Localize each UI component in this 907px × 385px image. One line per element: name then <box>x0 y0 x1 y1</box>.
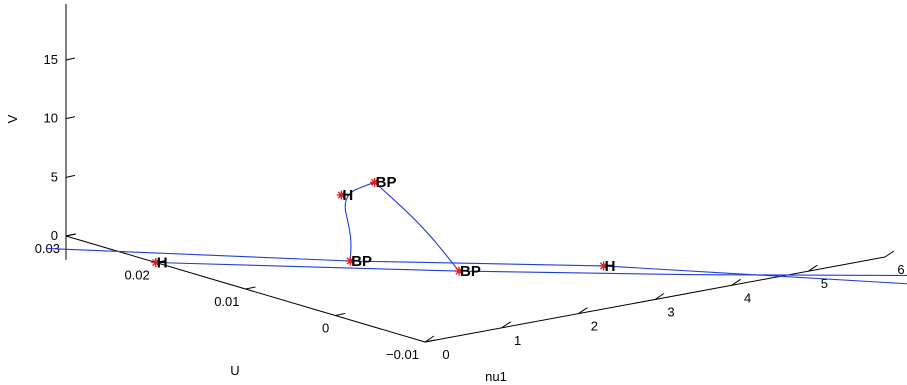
z-tick-label: 0 <box>51 228 58 243</box>
special-point-label: H <box>342 187 353 204</box>
z-axis-label: V <box>5 114 20 123</box>
x-tick <box>424 335 435 343</box>
special-point-label: BP <box>351 253 372 270</box>
special-points: H BP BP BP H H <box>151 174 615 280</box>
special-point-marker <box>336 190 346 200</box>
z-tick <box>65 57 76 61</box>
x-tick-label: 2 <box>591 319 598 334</box>
x-tick-label: 6 <box>897 262 904 277</box>
special-point-marker <box>345 256 355 266</box>
x-tick <box>501 321 511 329</box>
special-point-marker <box>599 261 609 271</box>
x-tick <box>578 307 588 315</box>
special-point-marker <box>151 258 161 267</box>
z-tick <box>65 174 76 178</box>
x-tick <box>884 250 895 258</box>
y-tick <box>245 286 256 290</box>
x-tick-label: 1 <box>514 333 521 348</box>
special-point-label: H <box>157 255 168 272</box>
special-point-marker <box>370 177 380 187</box>
marker-stroke <box>346 257 354 265</box>
marker-stroke <box>599 262 608 270</box>
z-tick-label: 10 <box>44 111 58 126</box>
special-point-label: BP <box>376 174 397 191</box>
y-tick-label: 0 <box>322 321 329 336</box>
z-tick-label: 15 <box>44 52 58 67</box>
special-point-label: H <box>605 258 616 275</box>
x-tick <box>808 264 818 272</box>
y-tick <box>424 339 436 343</box>
y-tick <box>335 313 346 316</box>
x-tick-label: 5 <box>821 276 828 291</box>
marker-stroke <box>152 258 160 267</box>
z-tick <box>65 233 76 237</box>
marker-stroke <box>370 178 379 186</box>
special-point-marker <box>454 266 464 276</box>
x-tick <box>654 293 665 300</box>
y-tick-label: 0.01 <box>214 294 239 309</box>
x-tick <box>731 278 741 286</box>
series-line <box>45 247 907 285</box>
z-tick-label: 5 <box>51 169 58 184</box>
marker-stroke <box>337 191 345 199</box>
series-line <box>155 261 907 277</box>
marker-stroke <box>455 267 463 275</box>
x-tick-label: 3 <box>667 305 674 320</box>
special-point-label: BP <box>460 263 481 280</box>
series-line <box>374 181 460 272</box>
x-axis-label: nu1 <box>485 369 507 384</box>
y-tick-label: −0.01 <box>386 347 419 362</box>
z-tick <box>65 116 76 120</box>
x-tick-label: 0 <box>442 347 449 362</box>
y-tick-label: 0.02 <box>124 268 149 283</box>
y-axis-label: U <box>230 363 239 378</box>
x-tick-label: 4 <box>744 290 751 305</box>
